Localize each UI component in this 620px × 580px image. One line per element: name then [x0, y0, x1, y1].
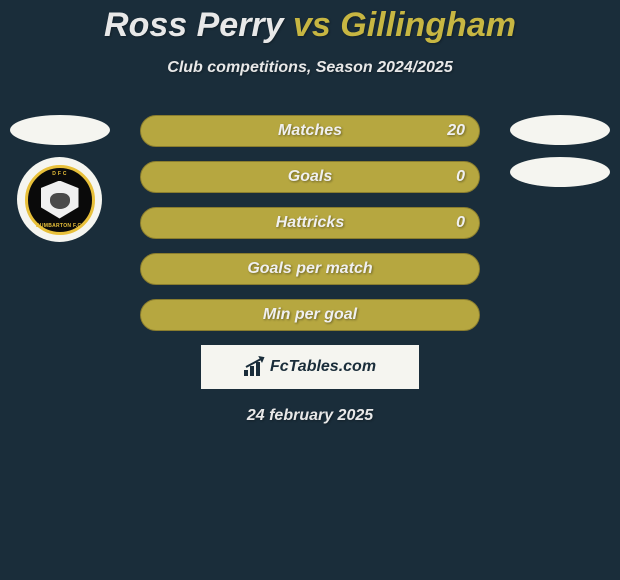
- title-player: Ross Perry: [104, 6, 284, 44]
- page-title: Ross Perry vs Gillingham: [0, 0, 620, 45]
- stats-section: D F C DUMBARTON F.C. Matches 20 Goals 0 …: [0, 115, 620, 425]
- stat-label: Matches: [278, 122, 342, 140]
- stat-label: Goals: [288, 168, 332, 186]
- crest-bottom-text: DUMBARTON F.C.: [28, 223, 92, 229]
- stat-label: Min per goal: [263, 306, 357, 324]
- stat-bar: Hattricks 0: [140, 207, 480, 239]
- crest-ring: D F C DUMBARTON F.C.: [25, 165, 95, 235]
- footer-date: 24 february 2025: [0, 407, 620, 425]
- crest-shield-icon: [41, 181, 79, 219]
- stat-bar: Goals 0: [140, 161, 480, 193]
- chart-arrow-icon: [244, 358, 266, 376]
- opponent-avatar-blank: [510, 115, 610, 145]
- stat-bars: Matches 20 Goals 0 Hattricks 0 Goals per…: [140, 115, 480, 331]
- stat-value: 20: [447, 122, 465, 140]
- stat-value: 0: [456, 168, 465, 186]
- stat-label: Goals per match: [247, 260, 372, 278]
- brand-text: FcTables.com: [270, 358, 376, 376]
- opponent-crest-blank: [510, 157, 610, 187]
- stat-bar: Min per goal: [140, 299, 480, 331]
- title-vs: vs: [284, 6, 341, 44]
- brand-box: FcTables.com: [201, 345, 419, 389]
- stat-value: 0: [456, 214, 465, 232]
- stat-label: Hattricks: [276, 214, 344, 232]
- stat-bar: Matches 20: [140, 115, 480, 147]
- right-column: [510, 115, 610, 199]
- crest-top-text: D F C: [28, 171, 92, 177]
- player-avatar-blank: [10, 115, 110, 145]
- subtitle: Club competitions, Season 2024/2025: [0, 59, 620, 77]
- stat-bar: Goals per match: [140, 253, 480, 285]
- left-column: D F C DUMBARTON F.C.: [10, 115, 110, 242]
- club-crest-left: D F C DUMBARTON F.C.: [17, 157, 102, 242]
- title-opponent: Gillingham: [340, 6, 516, 44]
